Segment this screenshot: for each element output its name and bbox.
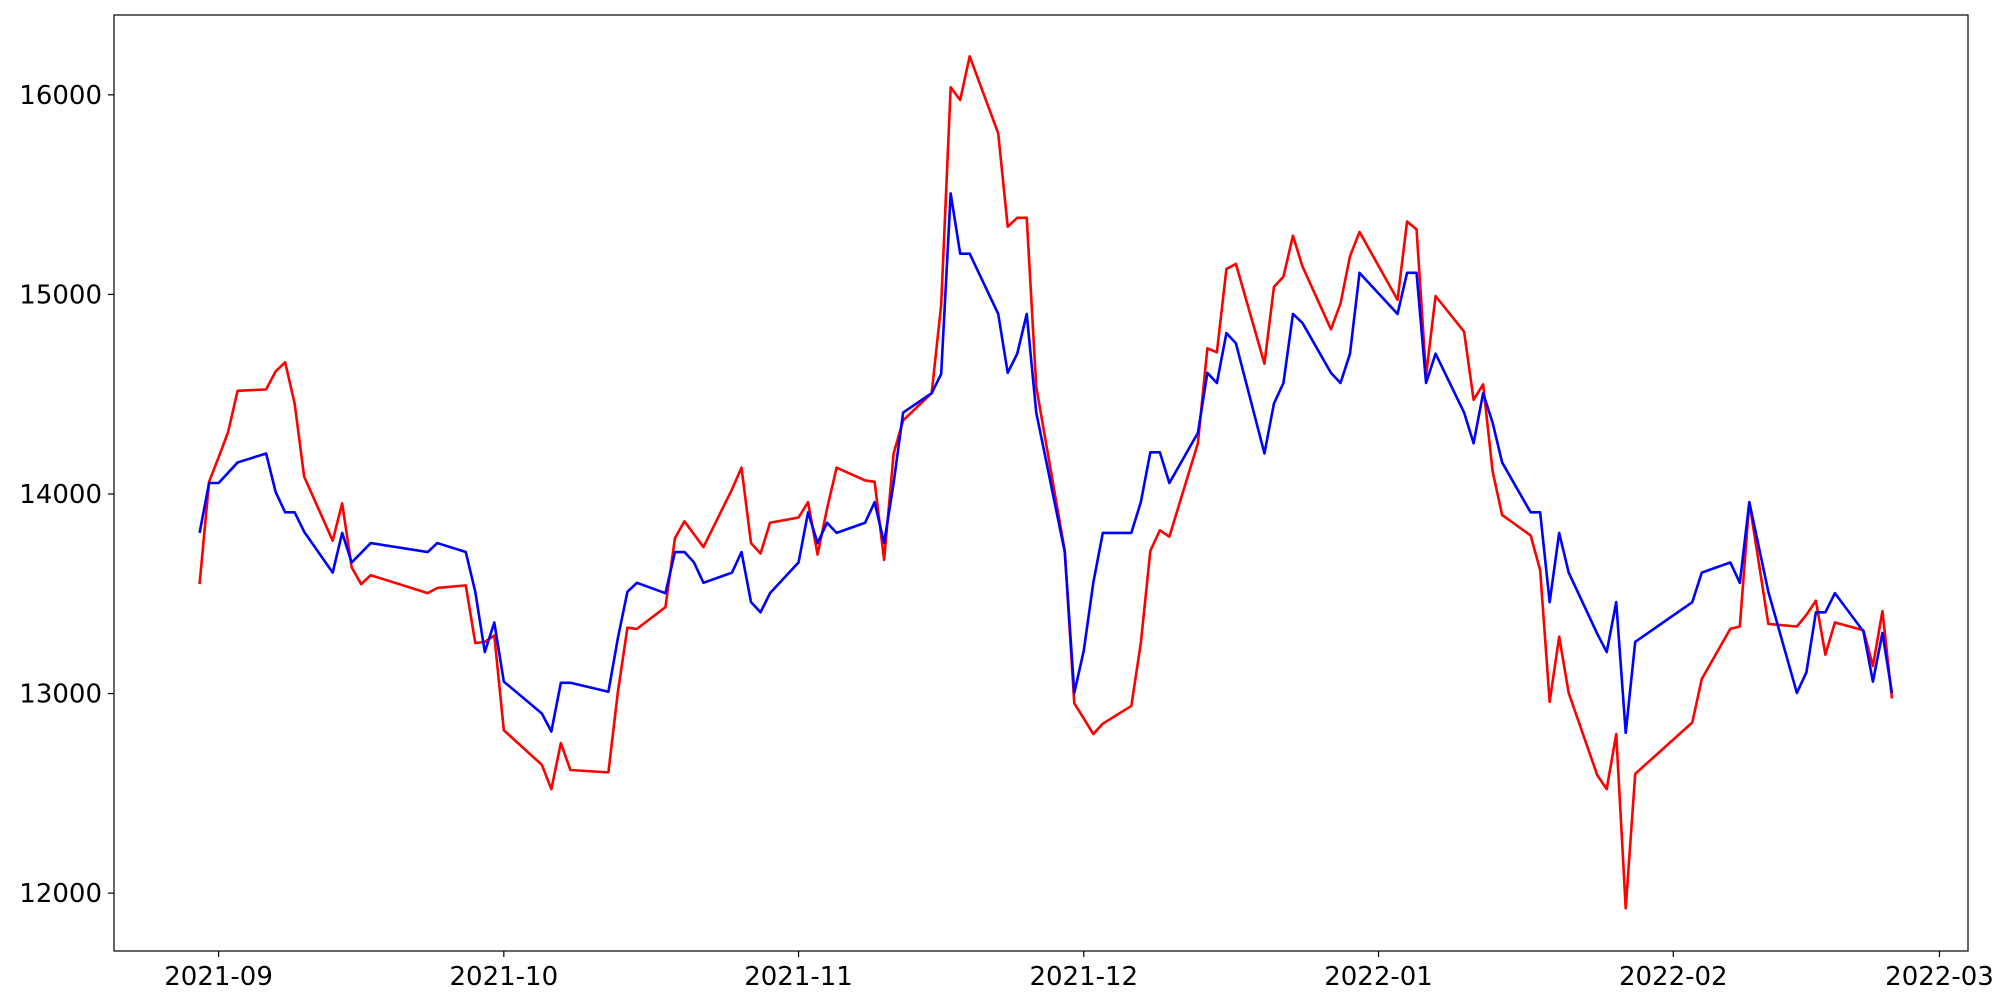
x-tick-label: 2021-09 (164, 962, 273, 992)
x-tick-label: 2022-03 (1885, 962, 1994, 992)
y-tick-label: 15000 (19, 280, 102, 310)
x-tick-label: 2021-12 (1029, 962, 1138, 992)
line-series (198, 192, 1894, 735)
plot-frame (113, 14, 1969, 952)
y-tick-label: 14000 (19, 480, 102, 510)
x-tick-label: 2022-01 (1324, 962, 1433, 992)
y-tick-label: 16000 (19, 81, 102, 111)
x-tick-label: 2021-10 (449, 962, 558, 992)
line-series (198, 55, 1894, 910)
y-tick-label: 12000 (19, 879, 102, 909)
x-tick-label: 2022-02 (1619, 962, 1728, 992)
x-tick-label: 2021-11 (744, 962, 853, 992)
y-tick-label: 13000 (19, 680, 102, 710)
